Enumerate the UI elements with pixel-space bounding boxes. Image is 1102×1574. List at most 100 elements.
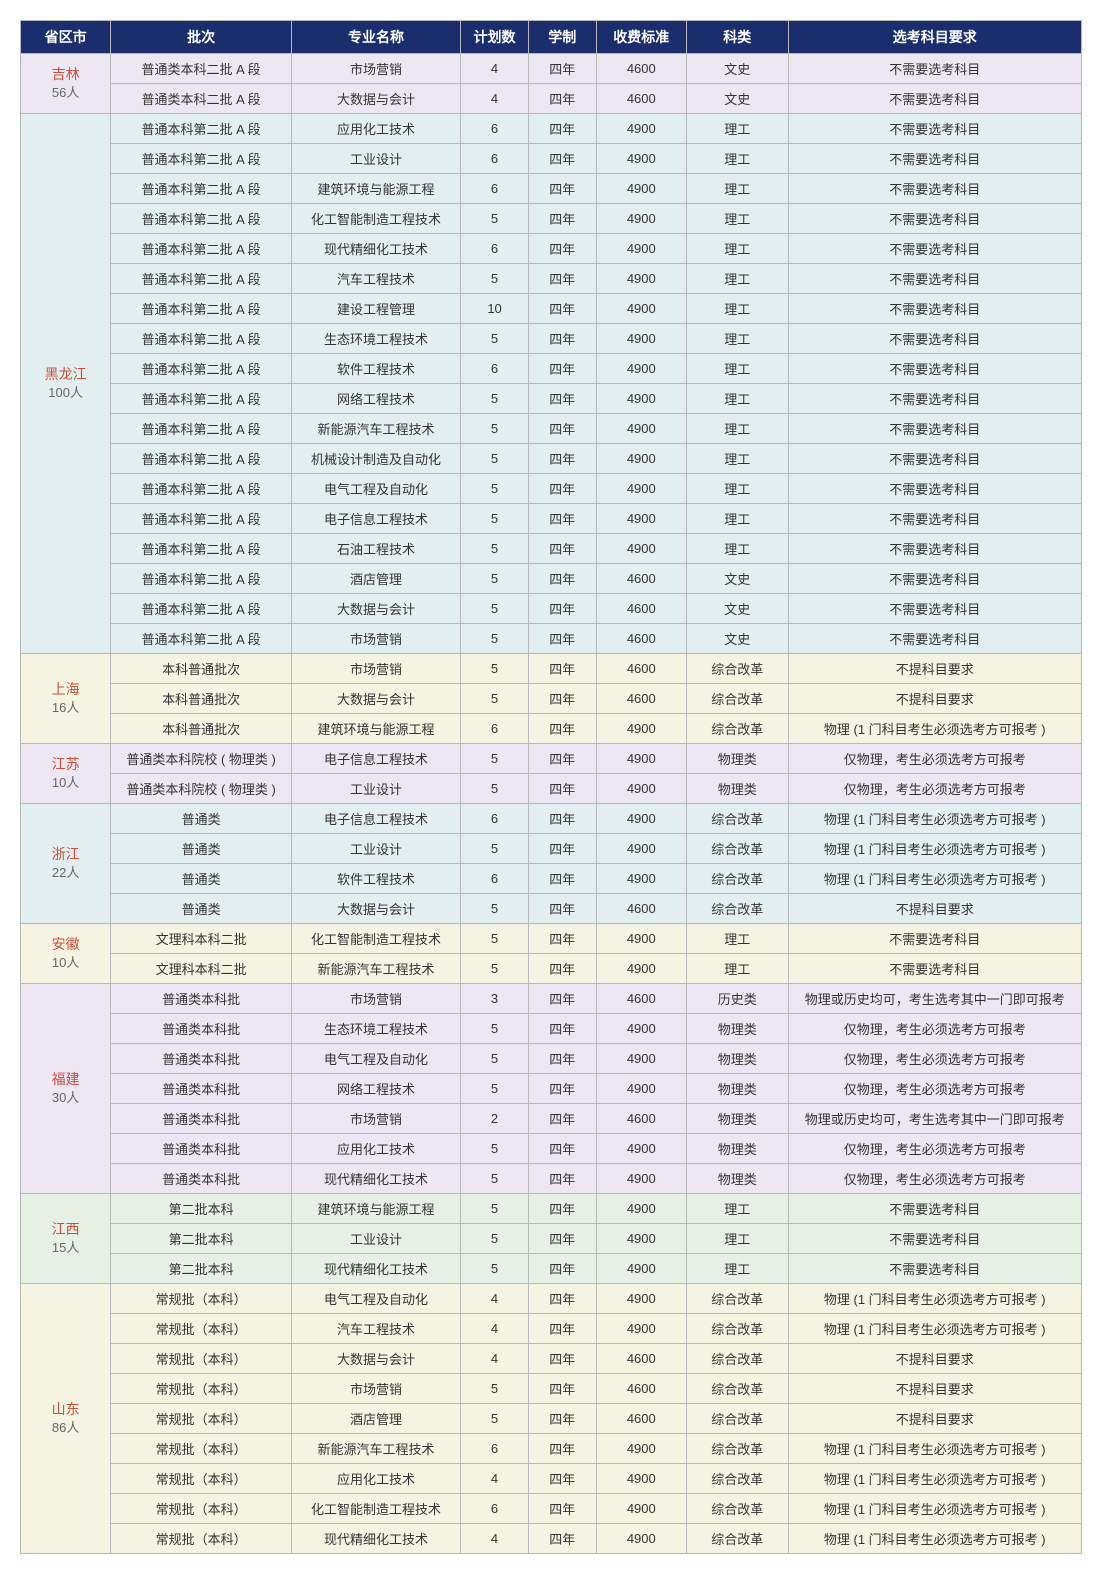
cell: 5 xyxy=(461,1254,529,1284)
cell: 四年 xyxy=(528,924,596,954)
cell: 物理类 xyxy=(686,1134,788,1164)
table-row: 普通本科第二批 A 段建筑环境与能源工程6四年4900理工不需要选考科目 xyxy=(21,174,1082,204)
cell: 四年 xyxy=(528,234,596,264)
table-row: 常规批（本科）大数据与会计4四年4600综合改革不提科目要求 xyxy=(21,1344,1082,1374)
cell: 物理 (1 门科目考生必须选考方可报考 ) xyxy=(788,864,1082,894)
region-name: 福建 xyxy=(52,1071,80,1087)
cell: 四年 xyxy=(528,984,596,1014)
table-row: 普通类工业设计5四年4900综合改革物理 (1 门科目考生必须选考方可报考 ) xyxy=(21,834,1082,864)
cell: 四年 xyxy=(528,474,596,504)
cell: 普通类 xyxy=(111,894,292,924)
cell: 普通本科第二批 A 段 xyxy=(111,174,292,204)
cell: 4600 xyxy=(596,54,686,84)
cell: 四年 xyxy=(528,444,596,474)
table-row: 山东86人常规批（本科）电气工程及自动化4四年4900综合改革物理 (1 门科目… xyxy=(21,1284,1082,1314)
cell: 4900 xyxy=(596,444,686,474)
table-row: 常规批（本科）新能源汽车工程技术6四年4900综合改革物理 (1 门科目考生必须… xyxy=(21,1434,1082,1464)
cell: 电气工程及自动化 xyxy=(291,474,460,504)
cell: 物理 (1 门科目考生必须选考方可报考 ) xyxy=(788,1494,1082,1524)
cell: 4600 xyxy=(596,84,686,114)
cell: 常规批（本科） xyxy=(111,1404,292,1434)
cell: 不需要选考科目 xyxy=(788,114,1082,144)
cell: 四年 xyxy=(528,1104,596,1134)
cell: 仅物理，考生必须选考方可报考 xyxy=(788,1074,1082,1104)
cell: 物理类 xyxy=(686,1014,788,1044)
cell: 5 xyxy=(461,474,529,504)
cell: 6 xyxy=(461,714,529,744)
cell: 4600 xyxy=(596,564,686,594)
cell: 4900 xyxy=(596,534,686,564)
table-row: 普通类软件工程技术6四年4900综合改革物理 (1 门科目考生必须选考方可报考 … xyxy=(21,864,1082,894)
cell: 4600 xyxy=(596,1344,686,1374)
cell: 5 xyxy=(461,1224,529,1254)
cell: 电气工程及自动化 xyxy=(291,1284,460,1314)
table-row: 普通本科第二批 A 段工业设计6四年4900理工不需要选考科目 xyxy=(21,144,1082,174)
cell: 不需要选考科目 xyxy=(788,264,1082,294)
cell: 不需要选考科目 xyxy=(788,54,1082,84)
cell: 文史 xyxy=(686,564,788,594)
cell: 市场营销 xyxy=(291,624,460,654)
cell: 物理 (1 门科目考生必须选考方可报考 ) xyxy=(788,1524,1082,1554)
cell: 应用化工技术 xyxy=(291,114,460,144)
cell: 四年 xyxy=(528,1164,596,1194)
table-row: 本科普通批次大数据与会计5四年4600综合改革不提科目要求 xyxy=(21,684,1082,714)
cell: 新能源汽车工程技术 xyxy=(291,954,460,984)
cell: 4600 xyxy=(596,1404,686,1434)
cell: 理工 xyxy=(686,174,788,204)
cell: 普通本科第二批 A 段 xyxy=(111,594,292,624)
cell: 四年 xyxy=(528,744,596,774)
cell: 理工 xyxy=(686,264,788,294)
cell: 不需要选考科目 xyxy=(788,294,1082,324)
cell: 4900 xyxy=(596,294,686,324)
cell: 4900 xyxy=(596,744,686,774)
cell: 普通本科第二批 A 段 xyxy=(111,444,292,474)
cell: 四年 xyxy=(528,684,596,714)
cell: 不需要选考科目 xyxy=(788,354,1082,384)
cell: 第二批本科 xyxy=(111,1254,292,1284)
cell: 物理 (1 门科目考生必须选考方可报考 ) xyxy=(788,834,1082,864)
cell: 工业设计 xyxy=(291,1224,460,1254)
cell: 理工 xyxy=(686,444,788,474)
region-name: 吉林 xyxy=(52,66,80,82)
cell: 汽车工程技术 xyxy=(291,264,460,294)
table-row: 普通类本科批市场营销2四年4600物理类物理或历史均可，考生选考其中一门即可报考 xyxy=(21,1104,1082,1134)
cell: 工业设计 xyxy=(291,774,460,804)
cell: 5 xyxy=(461,444,529,474)
cell: 理工 xyxy=(686,504,788,534)
cell: 四年 xyxy=(528,1374,596,1404)
cell: 大数据与会计 xyxy=(291,684,460,714)
cell: 四年 xyxy=(528,1494,596,1524)
cell: 大数据与会计 xyxy=(291,894,460,924)
cell: 四年 xyxy=(528,714,596,744)
cell: 综合改革 xyxy=(686,714,788,744)
cell: 4900 xyxy=(596,1194,686,1224)
cell: 2 xyxy=(461,1104,529,1134)
table-row: 普通本科第二批 A 段化工智能制造工程技术5四年4900理工不需要选考科目 xyxy=(21,204,1082,234)
region-count: 86人 xyxy=(52,1420,79,1435)
table-row: 普通本科第二批 A 段大数据与会计5四年4600文史不需要选考科目 xyxy=(21,594,1082,624)
table-row: 普通类本科批应用化工技术5四年4900物理类仅物理，考生必须选考方可报考 xyxy=(21,1134,1082,1164)
col-header-7: 选考科目要求 xyxy=(788,21,1082,54)
cell: 6 xyxy=(461,234,529,264)
cell: 四年 xyxy=(528,1344,596,1374)
cell: 不提科目要求 xyxy=(788,1374,1082,1404)
cell: 4900 xyxy=(596,1524,686,1554)
table-row: 普通本科第二批 A 段软件工程技术6四年4900理工不需要选考科目 xyxy=(21,354,1082,384)
cell: 4900 xyxy=(596,1014,686,1044)
cell: 普通类本科批 xyxy=(111,1014,292,1044)
table-row: 常规批（本科）现代精细化工技术4四年4900综合改革物理 (1 门科目考生必须选… xyxy=(21,1524,1082,1554)
table-row: 常规批（本科）化工智能制造工程技术6四年4900综合改革物理 (1 门科目考生必… xyxy=(21,1494,1082,1524)
cell: 综合改革 xyxy=(686,804,788,834)
cell: 4900 xyxy=(596,924,686,954)
region-cell: 黑龙江100人 xyxy=(21,114,111,654)
col-header-0: 省区市 xyxy=(21,21,111,54)
region-cell: 吉林56人 xyxy=(21,54,111,114)
region-count: 30人 xyxy=(52,1090,79,1105)
cell: 物理 (1 门科目考生必须选考方可报考 ) xyxy=(788,804,1082,834)
cell: 普通本科第二批 A 段 xyxy=(111,354,292,384)
cell: 5 xyxy=(461,414,529,444)
cell: 普通本科第二批 A 段 xyxy=(111,204,292,234)
table-row: 普通本科第二批 A 段新能源汽车工程技术5四年4900理工不需要选考科目 xyxy=(21,414,1082,444)
cell: 理工 xyxy=(686,1194,788,1224)
cell: 大数据与会计 xyxy=(291,594,460,624)
